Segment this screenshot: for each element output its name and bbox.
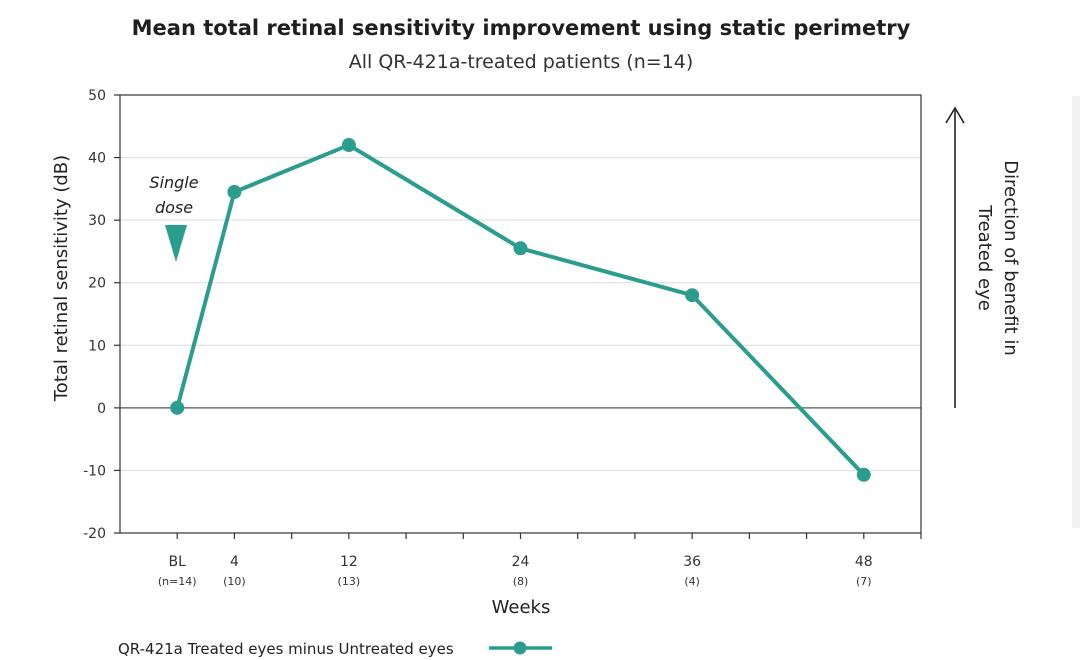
grid-lines [120,94,921,534]
data-point [685,288,700,303]
x-n-label: (13) [338,575,361,588]
x-tick-label: 4 [230,554,239,570]
chart-subtitle: All QR-421a-treated patients (n=14) [349,51,694,73]
legend: QR-421a Treated eyes minus Untreated eye… [118,640,552,658]
series-line [175,143,866,477]
legend-label: QR-421a Treated eyes minus Untreated eye… [118,640,454,658]
y-axis-label: Total retinal sensitivity (dB) [51,155,72,402]
scrollbar[interactable] [1072,96,1080,528]
side-label-line-2: Treated eye [974,204,995,311]
y-tick-label: 30 [88,213,106,229]
x-tick-label: 48 [855,554,873,570]
data-point [341,138,356,153]
plot-border [119,94,922,534]
x-tick-label: 24 [512,554,530,570]
y-tick-label: -20 [83,526,106,542]
x-n-label: (n=14) [158,575,197,588]
y-tick-label: 20 [88,276,106,292]
x-tick-labels: BL (n=14) 4 (10) 12 (13) 24 (8) 36 (4) 48 (7) [158,554,873,588]
y-tick-label: 10 [88,338,106,354]
x-tick-label: 12 [340,554,358,570]
y-tick-labels: 50 40 30 20 10 0 -10 -20 [83,88,106,542]
x-tick-label: BL [169,554,187,570]
y-tick-label: 0 [97,401,106,417]
down-triangle-icon [165,225,187,262]
data-point [170,400,185,415]
y-tick-label: -10 [83,463,106,479]
data-point [856,467,871,482]
x-n-label: (4) [684,575,700,588]
side-label-line-1: Direction of benefit in [1000,160,1021,356]
plot-frame [114,94,922,539]
data-point [227,184,242,199]
benefit-arrow [945,106,965,408]
series-group [170,138,871,482]
arrow-up-icon [945,106,965,124]
x-tick-label: 36 [683,554,701,570]
y-tick-label: 50 [88,88,106,104]
legend-marker [513,641,527,655]
x-n-label: (8) [513,575,529,588]
annotation-line-2: dose [155,198,193,217]
annotation-line-1: Single [149,173,198,192]
x-axis-label: Weeks [492,597,551,618]
y-tick-label: 40 [88,151,106,167]
chart-title: Mean total retinal sensitivity improveme… [132,16,911,40]
single-dose-annotation: Single dose [149,173,199,262]
x-n-label: (10) [223,575,246,588]
x-n-label: (7) [856,575,872,588]
data-point [513,241,528,256]
